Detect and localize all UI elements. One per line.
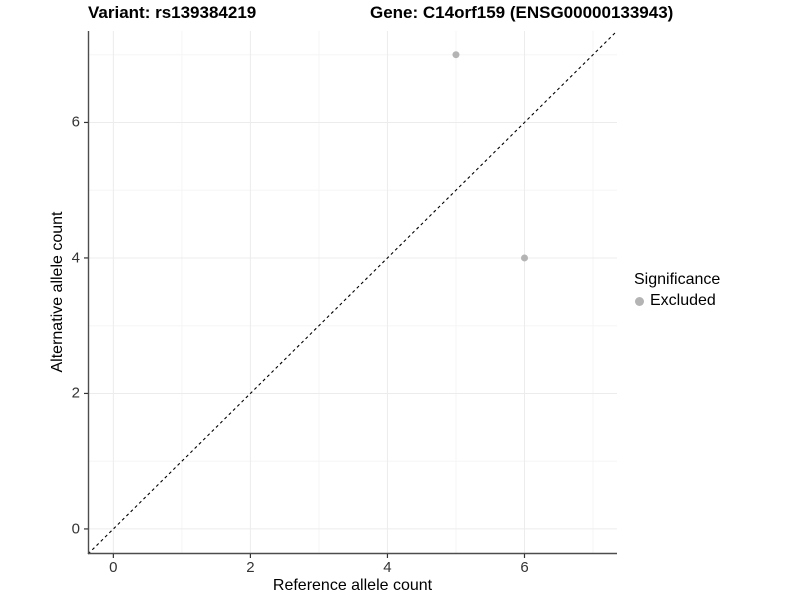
data-point-excluded (520, 254, 528, 262)
y-tick-label: 6 (71, 113, 80, 131)
identity-line (87, 30, 618, 555)
legend-entry-label: Excluded (650, 292, 716, 309)
x-tick-label: 2 (246, 559, 255, 576)
x-tick-label: 0 (109, 559, 118, 576)
variant-title: Variant: rs139384219 (88, 3, 257, 22)
x-tick-label: 4 (383, 559, 392, 576)
scatter-plot-svg (84, 30, 618, 558)
plot-panel (84, 30, 618, 558)
gene-title: Gene: C14orf159 (ENSG00000133943) (370, 3, 674, 22)
y-axis-title: Alternative allele count (49, 211, 66, 373)
legend: Significance Excluded (634, 271, 720, 310)
legend-title: Significance (634, 271, 721, 288)
excluded-point-icon (635, 296, 644, 306)
y-tick-label: 2 (71, 384, 80, 402)
x-tick-label: 6 (520, 559, 529, 576)
y-tick-label: 4 (71, 249, 80, 267)
x-axis-title: Reference allele count (272, 577, 433, 594)
y-tick-label: 0 (71, 520, 80, 538)
data-point-excluded (452, 51, 460, 59)
legend-entry-excluded: Excluded (634, 292, 720, 310)
